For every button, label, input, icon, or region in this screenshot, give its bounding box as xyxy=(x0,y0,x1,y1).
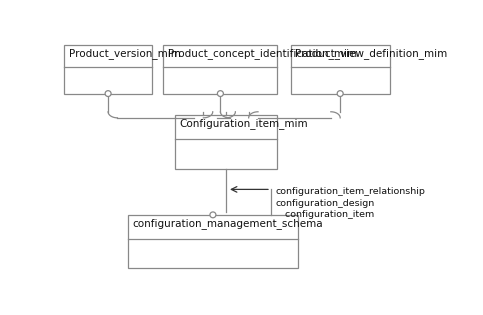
Bar xyxy=(174,115,278,169)
Bar xyxy=(163,45,277,94)
Text: configuration_item_relationship: configuration_item_relationship xyxy=(276,187,426,196)
Bar xyxy=(291,45,390,94)
Bar xyxy=(64,45,152,94)
Ellipse shape xyxy=(337,91,343,96)
Text: Product_version_mim: Product_version_mim xyxy=(69,48,181,59)
Text: configuration_management_schema: configuration_management_schema xyxy=(132,218,323,229)
Text: Configuration_item_mim: Configuration_item_mim xyxy=(179,118,308,129)
Text: Product_view_definition_mim: Product_view_definition_mim xyxy=(295,48,447,59)
Text: configuration_item: configuration_item xyxy=(276,210,374,219)
Text: configuration_design: configuration_design xyxy=(276,199,375,208)
Ellipse shape xyxy=(210,212,216,218)
Text: Product_concept_identification_mim: Product_concept_identification_mim xyxy=(168,48,357,59)
Ellipse shape xyxy=(217,91,224,96)
Bar xyxy=(128,215,298,268)
Ellipse shape xyxy=(105,91,111,96)
